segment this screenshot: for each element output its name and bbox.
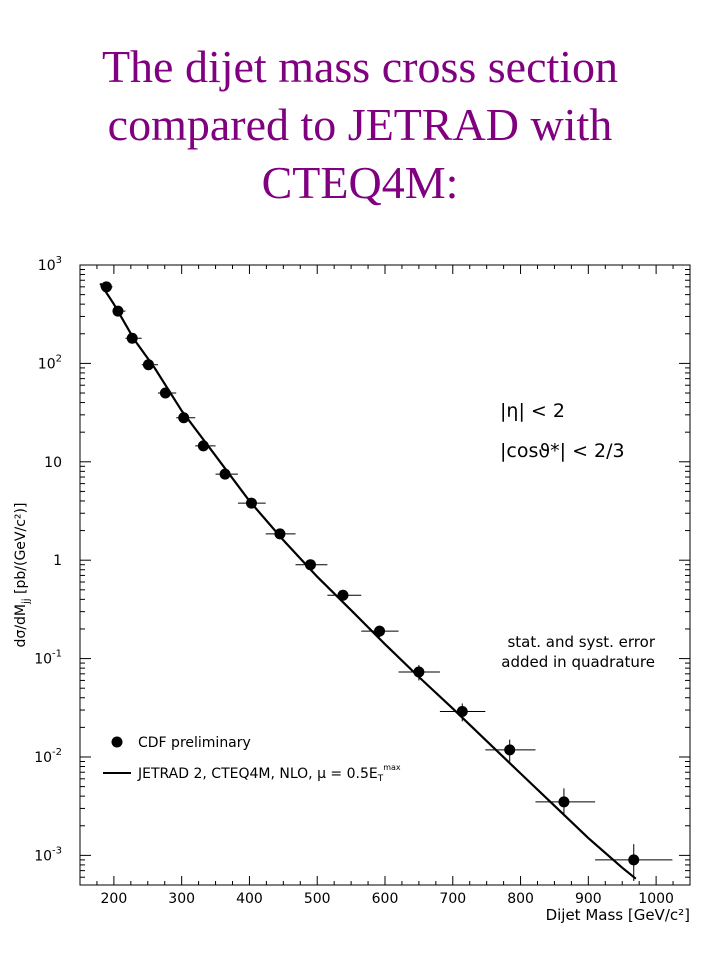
data-marker xyxy=(245,497,257,509)
x-tick-label: 1000 xyxy=(638,891,674,907)
data-point xyxy=(295,559,328,571)
x-tick-label: 900 xyxy=(575,891,602,907)
data-marker xyxy=(126,332,138,344)
data-marker xyxy=(304,559,316,571)
legend-label-points: CDF preliminary xyxy=(138,735,251,751)
data-point xyxy=(125,332,142,344)
x-tick-label: 400 xyxy=(236,891,263,907)
x-tick-label: 500 xyxy=(304,891,331,907)
data-marker xyxy=(504,744,516,756)
data-point xyxy=(215,468,238,480)
x-tick-label: 700 xyxy=(439,891,466,907)
legend: CDF preliminary JETRAD 2, CTEQ4M, NLO, μ… xyxy=(103,735,401,784)
y-axis: 10-3 10-2 10-1 1 10 102 103 xyxy=(34,255,690,886)
data-marker xyxy=(219,468,231,480)
data-marker xyxy=(274,528,286,540)
data-point xyxy=(327,589,362,601)
data-point xyxy=(485,739,536,762)
data-marker xyxy=(197,440,209,452)
slide-title-line-2: compared to JETRAD with xyxy=(107,99,613,150)
y-tick-label: 1 xyxy=(53,553,62,569)
annotation-eta: |η| < 2 xyxy=(500,400,565,422)
data-point xyxy=(595,844,673,881)
data-point xyxy=(176,412,196,424)
data-marker xyxy=(456,705,468,717)
data-marker xyxy=(159,387,171,399)
slide-title-line-3: CTEQ4M: xyxy=(261,157,459,208)
data-marker xyxy=(558,796,570,808)
y-tick-label: 103 xyxy=(38,255,62,274)
data-marker xyxy=(628,854,640,866)
y-tick-label: 10-1 xyxy=(34,649,62,668)
x-tick-label: 600 xyxy=(372,891,399,907)
data-point xyxy=(361,625,399,638)
data-marker xyxy=(337,589,349,601)
data-points-layer xyxy=(100,281,673,881)
annotation-error-line2: added in quadrature xyxy=(501,653,655,671)
data-point xyxy=(195,440,216,452)
data-point xyxy=(141,359,158,371)
data-point xyxy=(265,528,296,540)
legend-label-line-sup: max xyxy=(383,763,401,772)
y-tick-label: 10-2 xyxy=(34,747,62,766)
theory-curve xyxy=(99,282,637,880)
slide-title-line-1: The dijet mass cross section xyxy=(101,41,619,92)
x-tick-label: 300 xyxy=(168,891,195,907)
theory-curve-layer xyxy=(99,282,637,880)
y-axis-label-unit: [pb/(GeV/c²)] xyxy=(13,503,29,599)
data-marker xyxy=(112,305,124,317)
legend-label-line-main: JETRAD 2, CTEQ4M, NLO, μ = 0.5E xyxy=(137,766,378,782)
y-tick-label: 10-3 xyxy=(34,845,62,864)
data-point xyxy=(398,665,440,681)
legend-label-line-sub: T xyxy=(377,774,384,784)
legend-label-line: JETRAD 2, CTEQ4M, NLO, μ = 0.5ETmax xyxy=(137,763,401,784)
data-point xyxy=(157,387,177,399)
data-point xyxy=(112,305,126,317)
slide-title: The dijet mass cross section compared to… xyxy=(0,38,720,212)
y-tick-label: 102 xyxy=(38,353,62,372)
y-axis-label-main: dσ/dM xyxy=(13,604,29,647)
data-point xyxy=(439,703,486,722)
x-tick-label: 800 xyxy=(507,891,534,907)
x-axis: 200 300 400 500 600 700 800 900 1000 xyxy=(79,265,691,907)
data-marker xyxy=(178,412,190,424)
y-axis-label: dσ/dMjj [pb/(GeV/c²)] xyxy=(13,503,32,648)
y-tick-label: 10 xyxy=(44,455,62,471)
data-point xyxy=(100,281,113,293)
legend-marker-points xyxy=(111,736,123,748)
dijet-mass-chart: 200 300 400 500 600 700 800 900 1000 10-310-210-… xyxy=(13,255,691,924)
x-tick-label: 200 xyxy=(101,891,128,907)
data-marker xyxy=(100,281,112,293)
data-point xyxy=(535,788,596,817)
data-marker xyxy=(374,625,386,637)
plot-frame xyxy=(79,264,691,886)
x-axis-label: Dijet Mass [GeV/c²] xyxy=(546,906,690,924)
data-point xyxy=(237,497,266,509)
annotation-error-line1: stat. and syst. error xyxy=(507,633,655,651)
data-marker xyxy=(413,666,425,678)
y-axis-label-sub: jj xyxy=(21,598,32,605)
annotation-costheta: |cosϑ*| < 2/3 xyxy=(500,440,625,462)
data-marker xyxy=(142,359,154,371)
